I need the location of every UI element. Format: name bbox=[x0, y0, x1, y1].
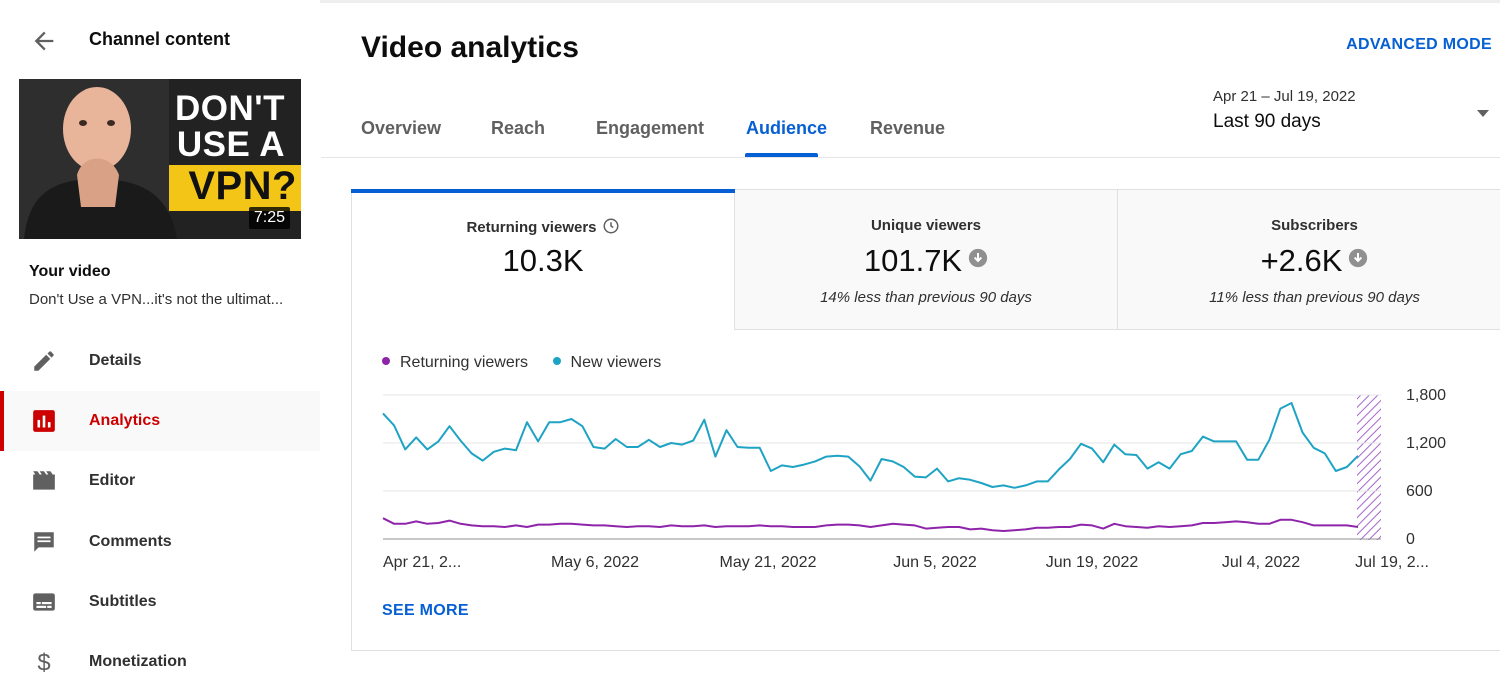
x-tick-label: Apr 21, 2... bbox=[383, 554, 461, 571]
back-arrow-icon[interactable] bbox=[30, 27, 58, 55]
x-tick-label: May 6, 2022 bbox=[551, 554, 639, 571]
video-title[interactable]: Don't Use a VPN...it's not the ultimat..… bbox=[29, 291, 284, 308]
y-tick-label: 1,200 bbox=[1406, 435, 1446, 452]
sidebar-item-label: Subtitles bbox=[89, 593, 157, 610]
series-line-returning-viewers[interactable] bbox=[382, 517, 1359, 532]
sidebar-item-label: Comments bbox=[89, 533, 172, 550]
x-tick-label: Jul 19, 2... bbox=[1355, 554, 1429, 571]
sidebar-item-label: Analytics bbox=[89, 412, 161, 429]
metric-returning-viewers[interactable]: Returning viewers 10.3K bbox=[351, 189, 735, 330]
thumbnail-text-line1: DON'T bbox=[175, 89, 285, 128]
date-range-dates: Apr 21 – Jul 19, 2022 bbox=[1213, 88, 1356, 105]
metric-value: 10.3K bbox=[502, 243, 584, 278]
x-tick-label: Jun 5, 2022 bbox=[893, 554, 977, 571]
x-tick-label: Jul 4, 2022 bbox=[1222, 554, 1300, 571]
dollar-icon: $ bbox=[31, 649, 57, 677]
chart-legend: Returning viewers New viewers bbox=[382, 354, 681, 372]
date-range-dropdown[interactable]: Apr 21 – Jul 19, 2022 Last 90 days bbox=[1213, 88, 1493, 138]
metric-value-text: 101.7K bbox=[863, 243, 963, 278]
sidebar-item-monetization[interactable]: $ Monetization bbox=[0, 632, 320, 677]
your-video-label: Your video bbox=[29, 263, 111, 280]
sidebar-item-label: Editor bbox=[89, 472, 136, 489]
chart-x-ticks: Apr 21, 2... May 6, 2022 May 21, 2022 Jun 5… bbox=[383, 554, 1429, 571]
sidebar-item-details[interactable]: Details bbox=[0, 331, 320, 391]
svg-text:$: $ bbox=[37, 650, 50, 675]
video-thumbnail[interactable]: DON'T USE A VPN? 7:25 bbox=[19, 79, 301, 239]
arrow-down-circle-icon bbox=[1349, 248, 1368, 268]
metric-value: 101.7K bbox=[735, 243, 1117, 279]
metric-subscribers[interactable]: Subscribers +2.6K 11% less than previous… bbox=[1118, 190, 1500, 330]
sidebar-item-analytics[interactable]: Analytics bbox=[0, 391, 320, 451]
date-range-label: Last 90 days bbox=[1213, 111, 1321, 132]
tab-reach[interactable]: Reach bbox=[491, 118, 546, 138]
sidebar-item-comments[interactable]: Comments bbox=[0, 512, 320, 572]
x-tick-label: May 21, 2022 bbox=[720, 554, 817, 571]
sidebar-title: Channel content bbox=[89, 29, 231, 49]
subtitles-icon bbox=[31, 589, 57, 615]
metric-comparison: 14% less than previous 90 days bbox=[820, 289, 1032, 306]
legend-label: New viewers bbox=[570, 354, 662, 371]
audience-card: Returning viewers 10.3K Unique viewers 1… bbox=[351, 189, 1500, 651]
x-tick-label: Jun 19, 2022 bbox=[1046, 554, 1139, 571]
audience-line-chart: 1,800 1,200 600 0 Apr 21, 2... May 6, 2022 Ma… bbox=[382, 387, 1446, 571]
film-icon bbox=[31, 468, 57, 494]
pencil-icon bbox=[31, 348, 57, 374]
active-tab-indicator bbox=[745, 153, 818, 157]
chart-series bbox=[382, 402, 1359, 532]
tab-engagement[interactable]: Engagement bbox=[596, 118, 705, 138]
legend-returning-viewers[interactable]: Returning viewers bbox=[382, 354, 528, 372]
legend-new-viewers[interactable]: New viewers bbox=[552, 354, 662, 372]
y-tick-label: 1,800 bbox=[1406, 387, 1446, 404]
y-tick-label: 600 bbox=[1406, 483, 1433, 500]
partial-data-region bbox=[1357, 395, 1381, 540]
caret-down-icon bbox=[1477, 110, 1489, 117]
legend-dot bbox=[382, 357, 390, 365]
sidebar-item-label: Monetization bbox=[89, 653, 187, 670]
analytics-icon bbox=[31, 408, 57, 434]
tab-revenue[interactable]: Revenue bbox=[870, 118, 946, 138]
metric-value-text: +2.6K bbox=[1260, 243, 1343, 278]
metric-label: Returning viewers bbox=[352, 217, 734, 236]
analytics-tabs: Overview Reach Engagement Audience Reven… bbox=[321, 100, 1500, 158]
video-duration: 7:25 bbox=[248, 207, 290, 229]
metric-label: Unique viewers bbox=[870, 217, 982, 234]
metric-label-text: Returning viewers bbox=[466, 219, 597, 236]
page-title: Video analytics bbox=[361, 31, 579, 64]
thumbnail-text-line2: USE A bbox=[176, 125, 285, 164]
advanced-mode-button[interactable]: ADVANCED MODE bbox=[1346, 36, 1492, 53]
sidebar-item-label: Details bbox=[89, 352, 142, 369]
thumbnail-highlight bbox=[169, 165, 301, 211]
legend-label: Returning viewers bbox=[400, 354, 529, 371]
metric-value: +2.6K bbox=[1118, 243, 1500, 279]
thumbnail-text-line3: VPN? bbox=[188, 164, 297, 208]
top-border bbox=[0, 0, 1500, 3]
legend-dot bbox=[552, 357, 561, 365]
series-line-new-viewers[interactable] bbox=[382, 402, 1359, 489]
metric-comparison: 11% less than previous 90 days bbox=[1209, 289, 1420, 306]
sidebar-item-subtitles[interactable]: Subtitles bbox=[0, 572, 320, 632]
chart-gridlines bbox=[383, 394, 1381, 540]
y-tick-label: 0 bbox=[1406, 531, 1415, 548]
comment-icon bbox=[31, 529, 57, 555]
tab-overview[interactable]: Overview bbox=[361, 118, 442, 138]
chart-y-ticks: 1,800 1,200 600 0 bbox=[1406, 387, 1446, 548]
sidebar-item-editor[interactable]: Editor bbox=[0, 451, 320, 511]
clock-icon bbox=[603, 218, 619, 234]
tab-audience[interactable]: Audience bbox=[746, 118, 828, 138]
sidebar: Channel content DON'T USE A VPN? 7:25 Yo… bbox=[0, 0, 320, 677]
metric-label: Subscribers bbox=[1271, 217, 1358, 234]
metric-unique-viewers[interactable]: Unique viewers 101.7K 14% less than prev… bbox=[735, 190, 1118, 330]
arrow-down-circle-icon bbox=[968, 248, 988, 268]
see-more-link[interactable]: SEE MORE bbox=[382, 602, 469, 619]
